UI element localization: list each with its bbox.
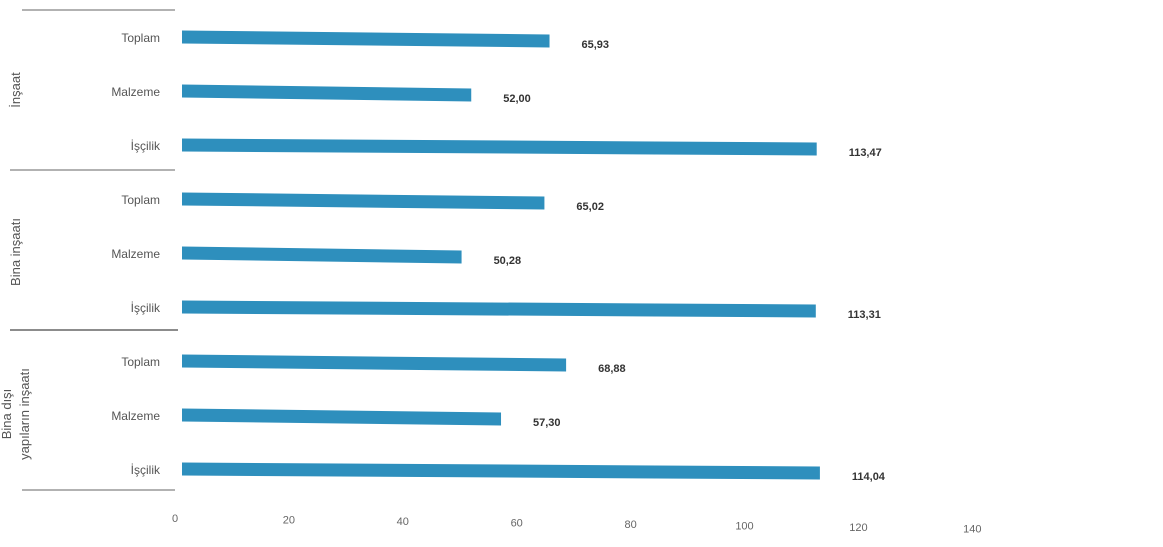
data-label: 114,04 bbox=[852, 471, 886, 483]
category-label: Malzeme bbox=[111, 409, 160, 423]
bar bbox=[182, 354, 567, 372]
data-label: 65,93 bbox=[582, 39, 610, 51]
x-tick-label: 60 bbox=[511, 518, 523, 530]
data-label: 68,88 bbox=[598, 363, 626, 375]
x-tick-label: 140 bbox=[963, 524, 981, 536]
x-axis: 0 20 40 60 80 100 120 140 bbox=[172, 513, 982, 536]
x-tick-label: 40 bbox=[397, 516, 409, 528]
group-labels: İnşaat Bina inşaatı Bina dışı yapıların inş… bbox=[0, 72, 32, 460]
category-label: İşçilik bbox=[131, 463, 161, 477]
data-label: 113,31 bbox=[848, 309, 881, 321]
group-label: Bina dışı bbox=[0, 389, 14, 440]
x-tick-label: 120 bbox=[849, 522, 867, 534]
category-label: Malzeme bbox=[111, 85, 160, 99]
category-label: İşçilik bbox=[131, 139, 161, 153]
category-labels: Toplam Malzeme İşçilik Toplam Malzeme İşçilik… bbox=[111, 31, 161, 477]
data-label: 52,00 bbox=[503, 93, 531, 105]
bars bbox=[182, 30, 820, 480]
category-label: Toplam bbox=[121, 31, 160, 45]
x-tick-label: 80 bbox=[624, 519, 636, 531]
bar bbox=[182, 138, 817, 156]
category-label: Toplam bbox=[121, 355, 160, 369]
group-label: Bina inşaatı bbox=[8, 218, 23, 286]
bar bbox=[182, 300, 816, 318]
group-label: yapıların inşaatı bbox=[17, 368, 32, 460]
category-label: Malzeme bbox=[111, 247, 160, 261]
x-tick-label: 0 bbox=[172, 513, 178, 525]
data-label: 50,28 bbox=[494, 255, 522, 267]
category-label: İşçilik bbox=[131, 301, 161, 315]
value-labels: 65,93 52,00 113,47 65,02 50,28 113,31 68,88 57,… bbox=[494, 39, 886, 483]
x-tick-label: 100 bbox=[735, 521, 753, 533]
bar bbox=[182, 246, 462, 264]
data-label: 57,30 bbox=[533, 417, 561, 429]
bar bbox=[182, 84, 472, 102]
group-label: İnşaat bbox=[8, 72, 23, 108]
data-label: 113,47 bbox=[849, 147, 882, 159]
bar bbox=[182, 462, 820, 480]
data-label: 65,02 bbox=[576, 201, 604, 213]
category-label: Toplam bbox=[121, 193, 160, 207]
bar bbox=[182, 192, 545, 210]
bar bbox=[182, 408, 502, 426]
group-separators bbox=[10, 9, 178, 491]
bar bbox=[182, 30, 550, 48]
x-tick-label: 20 bbox=[283, 515, 295, 527]
